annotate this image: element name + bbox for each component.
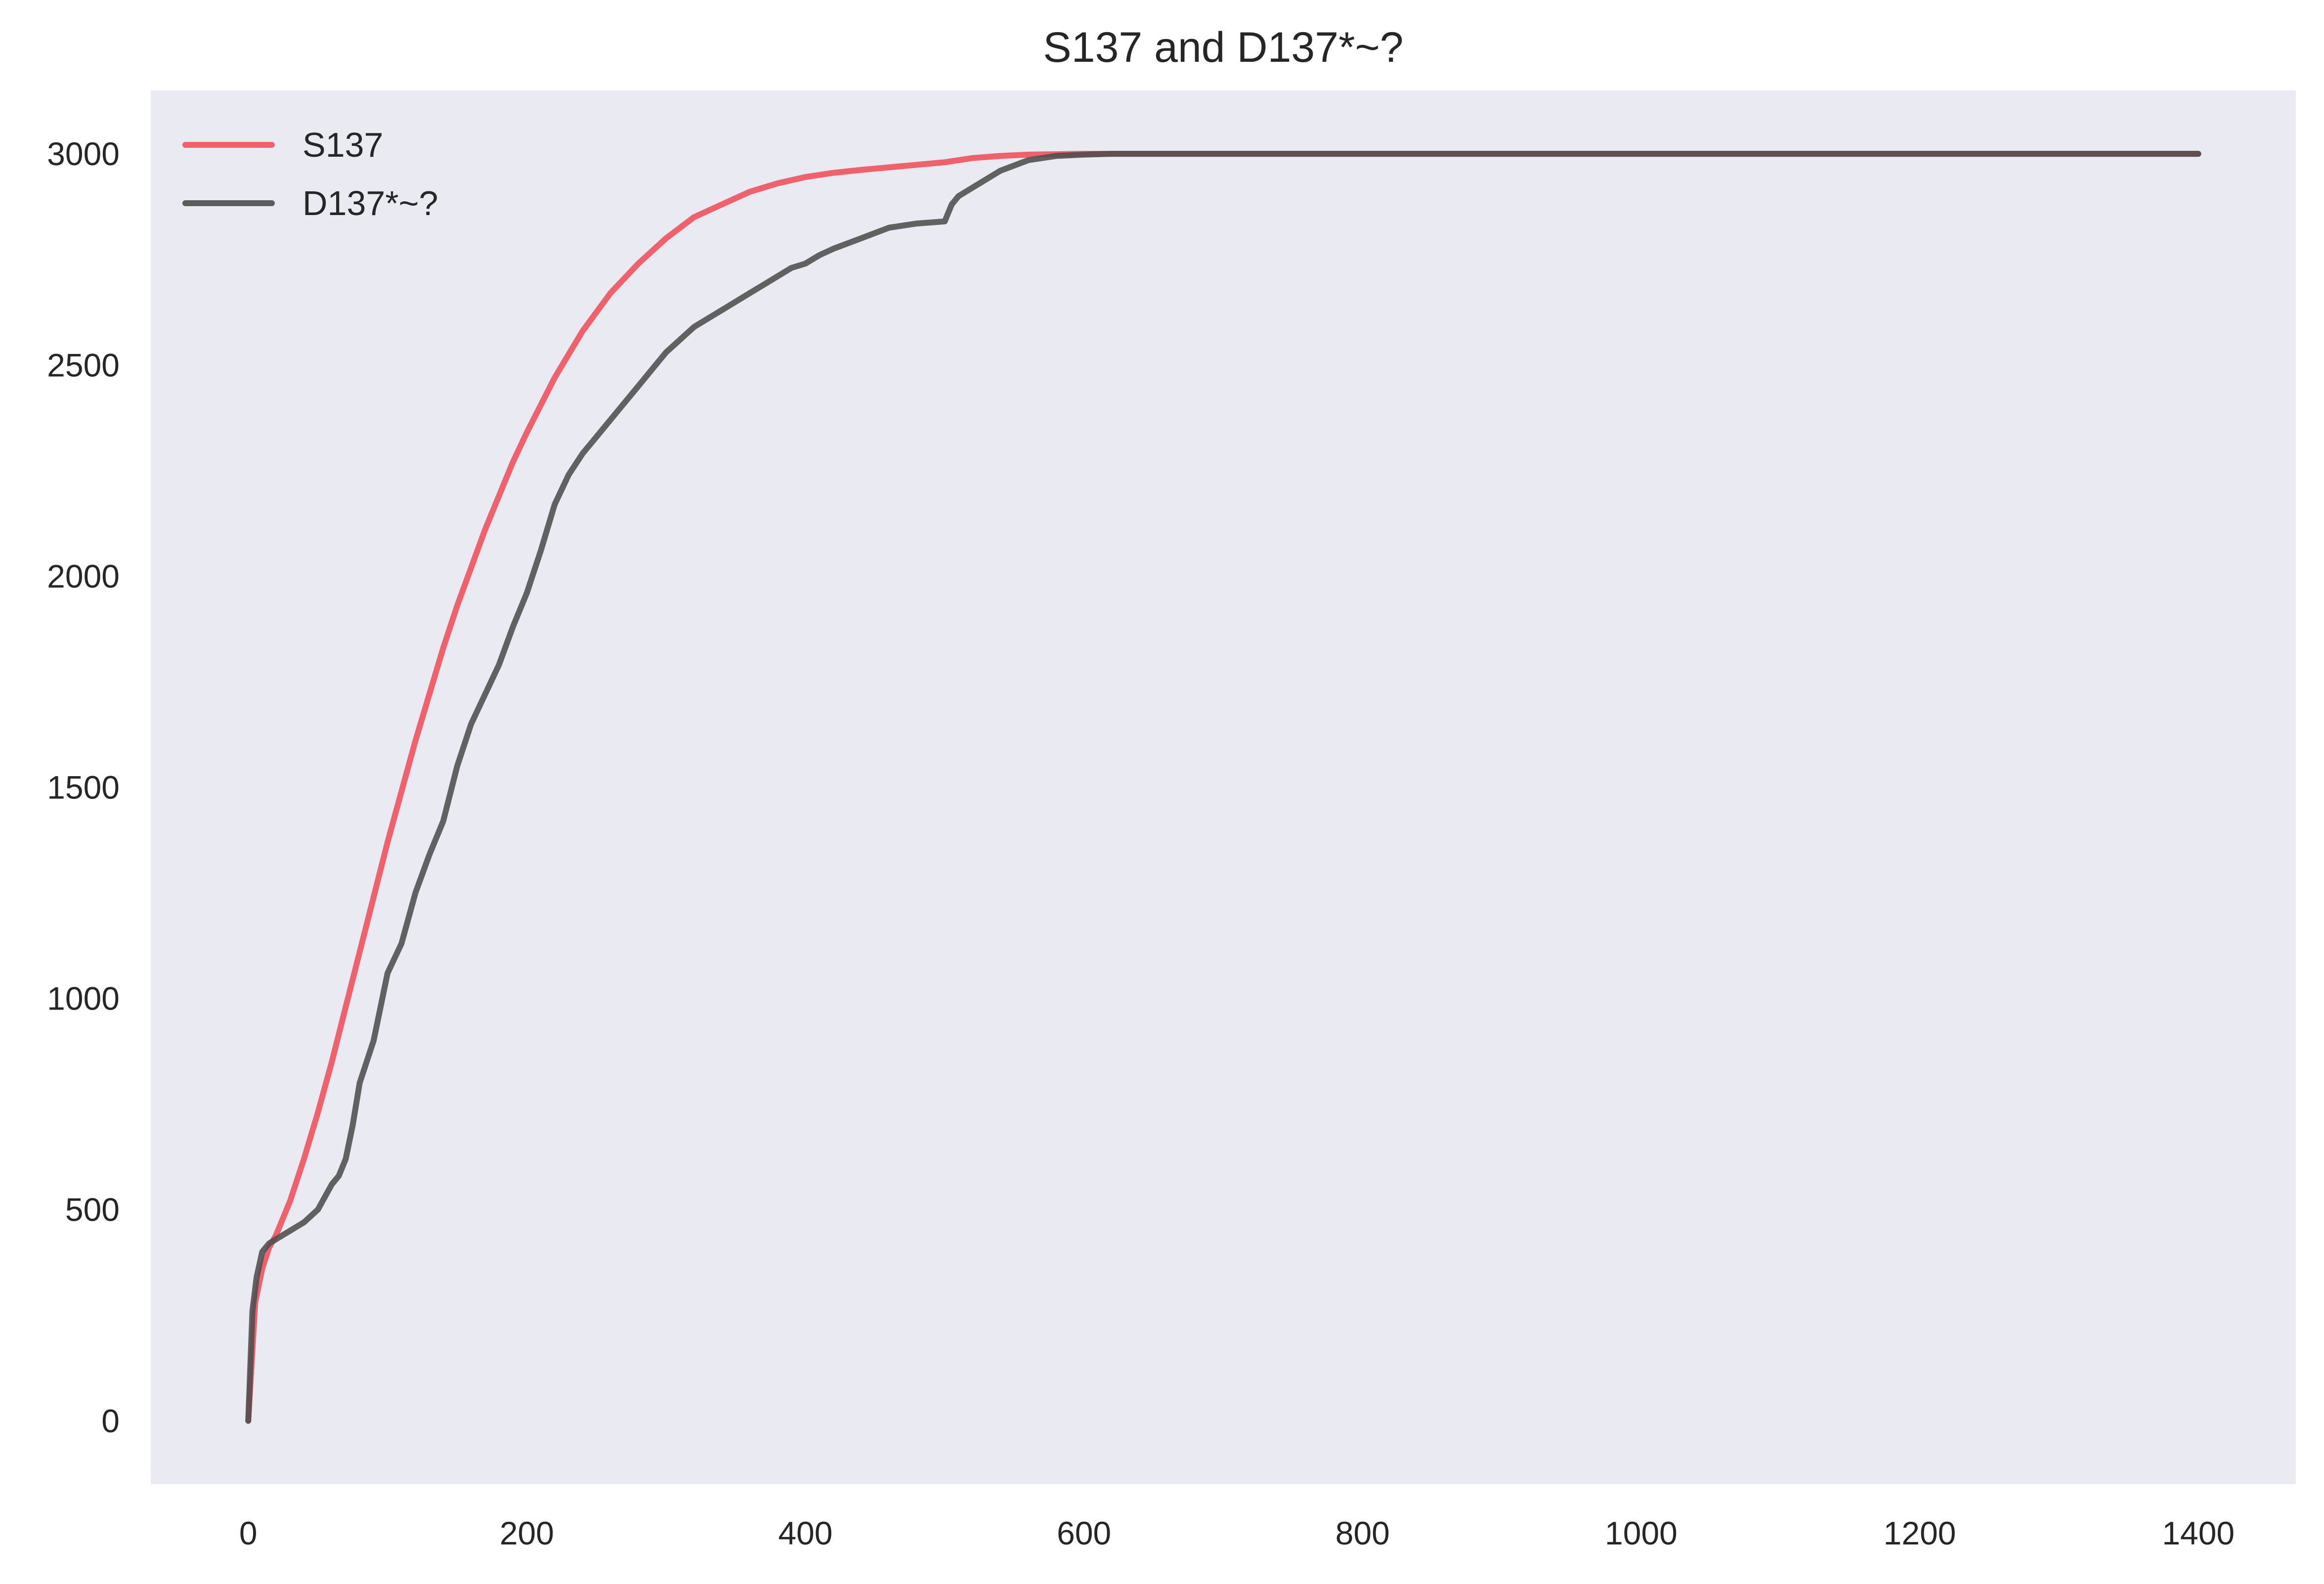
legend-label: D137*~?	[302, 184, 438, 222]
y-tick-label: 1000	[47, 980, 120, 1017]
plot-area	[151, 90, 2296, 1484]
legend-label: S137	[302, 126, 383, 164]
legend: S137 D137*~?	[182, 126, 438, 222]
x-tick-label: 1000	[1605, 1515, 1678, 1551]
x-tick-label: 800	[1335, 1515, 1390, 1551]
series-line-d137	[245, 151, 2201, 1424]
y-axis: 0 500 1000 1500 2000 2500 3000	[47, 135, 120, 1439]
y-tick-label: 1500	[47, 769, 120, 806]
series-layer	[245, 151, 2201, 1424]
y-tick-label: 3000	[47, 135, 120, 172]
y-tick-label: 500	[65, 1191, 120, 1228]
x-tick-label: 0	[239, 1515, 258, 1551]
x-tick-label: 1400	[2162, 1515, 2235, 1551]
x-tick-label: 200	[500, 1515, 554, 1551]
chart-title: S137 and D137*~?	[1043, 24, 1403, 71]
x-tick-label: 1200	[1884, 1515, 1956, 1551]
y-tick-label: 2000	[47, 558, 120, 594]
x-axis: 0 200 400 600 800 1000 1200 1400	[239, 1515, 2235, 1551]
y-tick-label: 0	[101, 1403, 120, 1439]
x-tick-label: 600	[1057, 1515, 1111, 1551]
y-tick-label: 2500	[47, 347, 120, 383]
x-tick-label: 400	[778, 1515, 832, 1551]
